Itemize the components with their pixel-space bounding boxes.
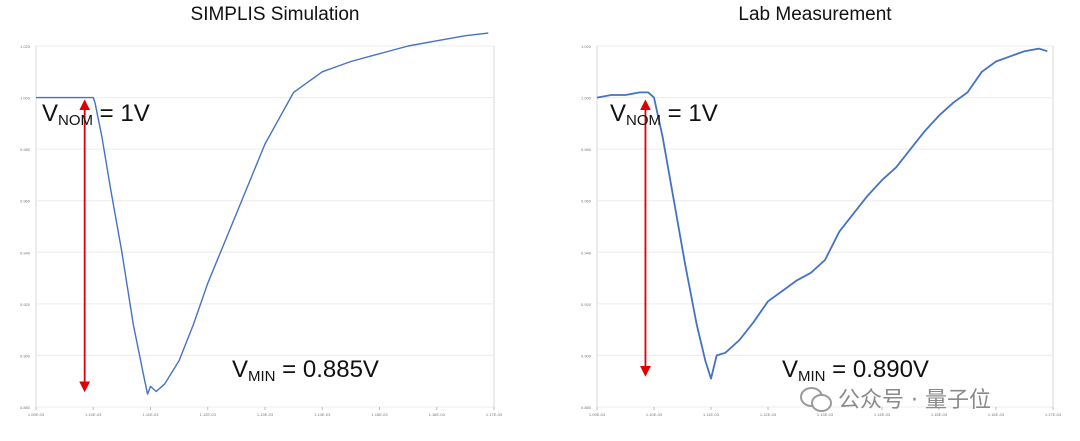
x-tick-label: 1.11E-03 xyxy=(703,412,720,417)
vmin-annotation-lab: VMIN = 0.890V xyxy=(782,356,929,385)
y-tick-label: 0.960 xyxy=(20,199,31,204)
x-tick-label: 1.14E-03 xyxy=(874,412,891,417)
x-tick-label: 1.17E-03 xyxy=(1045,412,1062,417)
x-tick-label: 1.13E-03 xyxy=(257,412,274,417)
series-line-0 xyxy=(596,47,1048,380)
x-tick-label: 1.15E-03 xyxy=(931,412,948,417)
vmin-annotation-simulation: VMIN = 0.885V xyxy=(232,356,379,385)
vnom-annotation-simulation: VNOM = 1V xyxy=(42,100,150,129)
y-tick-label: 0.980 xyxy=(581,147,592,152)
x-tick-label: 1.14E-03 xyxy=(314,412,331,417)
x-tick-label: 1.13E-03 xyxy=(817,412,834,417)
y-tick-label: 0.880 xyxy=(581,405,592,410)
y-tick-label: 1.020 xyxy=(20,44,31,49)
y-tick-label: 1.000 xyxy=(20,96,31,101)
chart-0: 0.880 0.900 0.920 0.940 0.960 0.980 1.000 1.020… xyxy=(20,32,503,417)
x-tick-label: 1.09E-03 xyxy=(28,412,45,417)
x-tick-label: 1.11E-03 xyxy=(143,412,160,417)
chart-title-lab: Lab Measurement xyxy=(738,4,892,25)
x-tick-label: 1.10E-03 xyxy=(646,412,663,417)
y-tick-label: 1.020 xyxy=(581,44,592,49)
y-tick-label: 0.920 xyxy=(581,302,592,307)
y-tick-label: 0.940 xyxy=(20,250,31,255)
x-tick-label: 1.12E-03 xyxy=(200,412,217,417)
y-tick-label: 0.960 xyxy=(581,199,592,204)
y-tick-label: 0.900 xyxy=(20,353,31,358)
chart-title-simulation: SIMPLIS Simulation xyxy=(190,4,360,25)
watermark: 公众号 · 量子位 xyxy=(800,382,991,414)
y-tick-label: 0.880 xyxy=(20,405,31,410)
y-tick-label: 0.980 xyxy=(20,147,31,152)
wechat-icon xyxy=(800,385,832,412)
vnom-annotation-lab: VNOM = 1V xyxy=(610,100,718,129)
x-tick-label: 1.10E-03 xyxy=(85,412,102,417)
x-tick-label: 1.15E-03 xyxy=(371,412,388,417)
x-tick-label: 1.09E-03 xyxy=(589,412,606,417)
y-tick-label: 0.900 xyxy=(581,353,592,358)
x-tick-label: 1.16E-03 xyxy=(988,412,1005,417)
x-tick-label: 1.12E-03 xyxy=(760,412,777,417)
y-tick-label: 1.000 xyxy=(581,96,592,101)
y-tick-label: 0.940 xyxy=(581,250,592,255)
watermark-text: 公众号 · 量子位 xyxy=(838,388,991,413)
x-tick-label: 1.17E-03 xyxy=(486,412,503,417)
series-line-0 xyxy=(36,32,489,395)
x-tick-label: 1.16E-03 xyxy=(429,412,446,417)
y-tick-label: 0.920 xyxy=(20,302,31,307)
